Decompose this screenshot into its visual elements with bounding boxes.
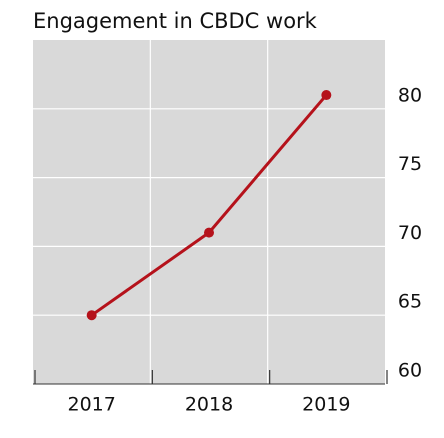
plot-area (33, 40, 385, 384)
point (204, 227, 214, 238)
y-tick-label: 70 (398, 222, 422, 244)
x-tick-label: 2018 (185, 394, 233, 416)
x-tick-label: 2017 (67, 394, 115, 416)
y-tick-label: 75 (398, 153, 422, 175)
point (86, 310, 97, 321)
y-tick-label: 60 (398, 360, 422, 382)
y-tick-label: 65 (398, 291, 422, 313)
y-tick-label: 80 (398, 84, 422, 106)
point (321, 90, 332, 101)
x-tick-label: 2019 (302, 394, 350, 416)
chart-title: Engagement in CBDC work (33, 9, 318, 33)
